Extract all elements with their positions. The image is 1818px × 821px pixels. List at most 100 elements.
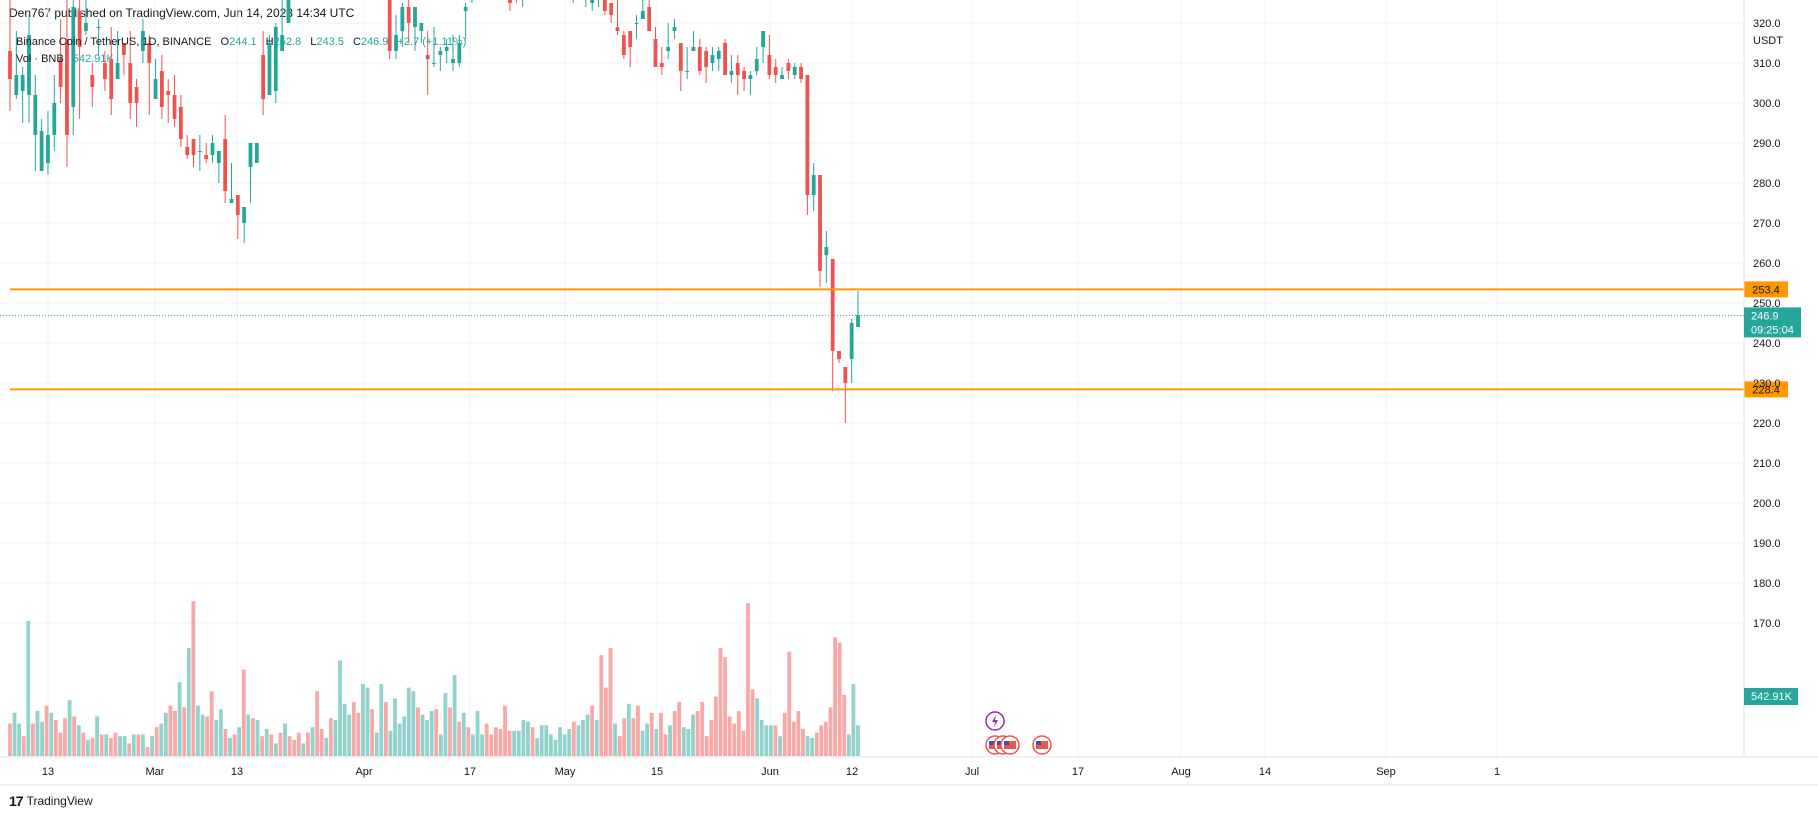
volume-bar bbox=[347, 714, 352, 756]
volume-bar bbox=[787, 651, 792, 756]
candle-body bbox=[438, 51, 443, 55]
price-tick-label: 230.0 bbox=[1753, 378, 1781, 390]
volume-bar bbox=[521, 720, 526, 756]
candle-body bbox=[786, 63, 791, 71]
chart-area[interactable]: 253.4 228.4 320.0 310.0 300.0 290.0 280.0 270.… bbox=[0, 0, 1818, 795]
candle-body bbox=[84, 23, 88, 31]
volume-bar bbox=[457, 721, 462, 756]
volume-bar bbox=[333, 720, 338, 756]
price-tick-label: 240.0 bbox=[1753, 338, 1781, 350]
legend-open-label: O bbox=[221, 36, 230, 48]
volume-bar bbox=[237, 727, 242, 756]
event-icons[interactable] bbox=[985, 711, 1052, 755]
volume-bar bbox=[86, 739, 90, 756]
volume-bar bbox=[493, 727, 498, 756]
volume-bar bbox=[397, 723, 402, 756]
candle-body bbox=[672, 27, 677, 31]
candle-body bbox=[204, 155, 209, 159]
volume-bar bbox=[81, 732, 86, 756]
candle-body bbox=[96, 27, 101, 28]
candle-body bbox=[46, 135, 50, 163]
candle-body bbox=[767, 55, 772, 75]
volume-bar bbox=[658, 712, 663, 756]
volume-bar bbox=[205, 716, 210, 756]
candle-body bbox=[90, 75, 95, 87]
candle-body bbox=[128, 63, 133, 103]
volume-bar bbox=[287, 736, 292, 756]
volume-bar bbox=[273, 743, 278, 756]
volume-bar bbox=[251, 718, 255, 756]
candle-body bbox=[710, 55, 715, 63]
candle-body bbox=[52, 103, 57, 135]
time-axis[interactable]: 13 Mar 13 Apr 17 May 15 Jun 12 Jul 17 Aug 14 Sep 1 bbox=[42, 766, 1500, 778]
volume-bar bbox=[296, 732, 301, 756]
volume-bar bbox=[466, 727, 471, 756]
candle-body bbox=[742, 71, 746, 79]
volume-bar bbox=[819, 725, 824, 756]
price-tick-label: 210.0 bbox=[1753, 458, 1781, 470]
flag-canton bbox=[989, 741, 994, 745]
price-tick-label: 220.0 bbox=[1753, 418, 1781, 430]
volume-bar bbox=[636, 705, 640, 756]
candle-body bbox=[65, 39, 69, 135]
horizontal-levels[interactable]: 253.4 228.4 bbox=[10, 281, 1788, 398]
volume-bar bbox=[769, 725, 773, 756]
time-tick-label: Apr bbox=[355, 766, 372, 778]
candle-body bbox=[20, 75, 25, 91]
last-price-badge bbox=[1744, 307, 1801, 338]
volume-bar bbox=[631, 718, 636, 756]
volume-bar bbox=[700, 702, 705, 756]
candle-body bbox=[166, 91, 171, 95]
candle-body bbox=[754, 59, 759, 71]
volume-bar bbox=[393, 698, 397, 756]
candle-body bbox=[602, 0, 607, 11]
candle-body bbox=[406, 7, 411, 23]
candle-body bbox=[678, 43, 683, 71]
volume-bar bbox=[58, 732, 63, 756]
volume-bar bbox=[695, 711, 700, 756]
volume-bar bbox=[668, 725, 672, 756]
volume-bar bbox=[90, 738, 95, 756]
candle-body bbox=[229, 199, 234, 203]
candle-body bbox=[14, 75, 19, 95]
candle-body bbox=[811, 175, 816, 195]
candle-body bbox=[824, 247, 829, 255]
candle-body bbox=[172, 95, 177, 119]
volume-bar bbox=[622, 718, 627, 756]
flag-canton bbox=[1036, 741, 1041, 745]
time-tick-label: 15 bbox=[651, 766, 663, 778]
footer-brand: 17 TradingView bbox=[9, 793, 93, 809]
volume-bar bbox=[200, 714, 205, 756]
flag-canton bbox=[997, 741, 1002, 745]
volume-bar bbox=[691, 714, 695, 756]
publisher-caption: Den767 published on TradingView.com, Jun… bbox=[9, 6, 355, 20]
volume-bar bbox=[856, 725, 860, 756]
volume-bar bbox=[590, 705, 595, 756]
time-tick-label: Jul bbox=[965, 766, 979, 778]
candle-body bbox=[666, 47, 671, 51]
volume-value-badge bbox=[1744, 688, 1798, 705]
price-chart-svg[interactable]: 253.4 228.4 320.0 310.0 300.0 290.0 280.0 270.… bbox=[0, 0, 1818, 790]
candles bbox=[8, 0, 860, 423]
legend-high-label: H bbox=[266, 36, 274, 48]
volume-bar bbox=[361, 684, 365, 756]
candle-body bbox=[432, 63, 436, 64]
volume-bar bbox=[645, 723, 650, 756]
svg-text:Binance Coin / TetherUS, 1D, B: Binance Coin / TetherUS, 1D, BINANCE O24… bbox=[16, 36, 466, 48]
candle-body bbox=[273, 27, 278, 91]
candle-body bbox=[729, 71, 734, 75]
volume-bar bbox=[370, 709, 375, 756]
candle-body bbox=[178, 107, 183, 139]
price-tick-label: 270.0 bbox=[1753, 218, 1781, 230]
volume-bar bbox=[750, 689, 755, 756]
level-price-label: 228.4 bbox=[1752, 384, 1780, 396]
volume-bar bbox=[67, 700, 72, 756]
candle-body bbox=[134, 87, 139, 103]
volume-bar bbox=[516, 730, 521, 756]
candle-body bbox=[387, 0, 392, 51]
volume-bar bbox=[196, 705, 200, 756]
volume-bar bbox=[553, 739, 558, 756]
price-axis[interactable]: 320.0 310.0 300.0 290.0 280.0 270.0 260.0 250.0… bbox=[1753, 18, 1781, 630]
candle-body bbox=[704, 51, 709, 67]
volume-bar bbox=[310, 727, 315, 756]
